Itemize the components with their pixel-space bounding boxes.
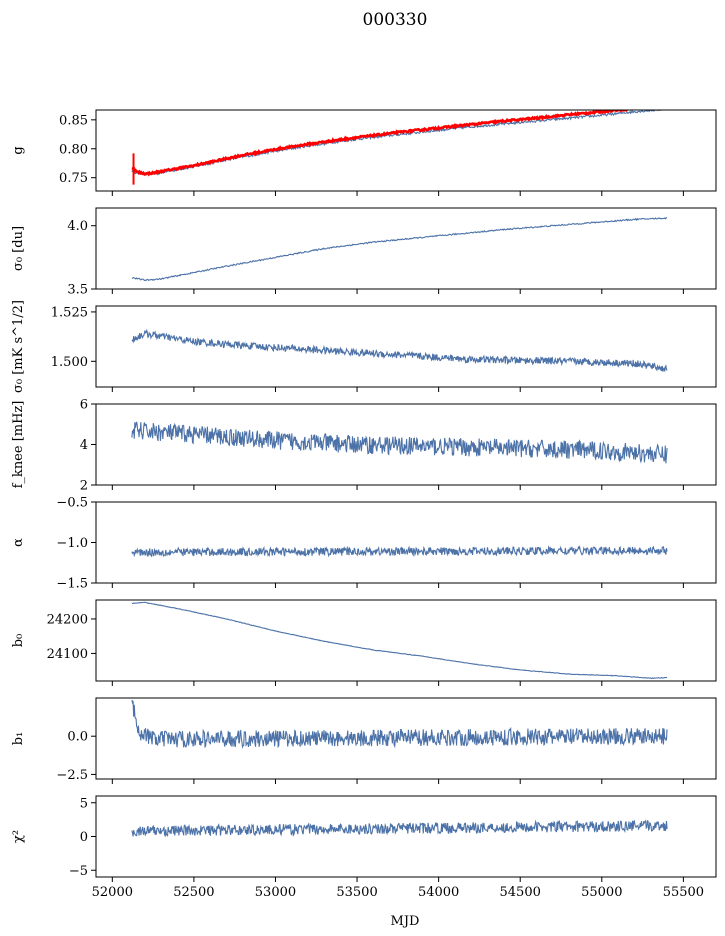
y-axis-label-b0: b₀ — [11, 634, 26, 648]
y-tick-label: 24100 — [47, 647, 88, 662]
x-tick-label: 52000 — [92, 885, 133, 900]
y-tick-label: 3.5 — [67, 283, 88, 298]
panel-b1: −2.5 0.0 b₁ — [11, 697, 717, 784]
y-tick-label: 1.525 — [51, 305, 88, 320]
y-tick-label: −1.0 — [56, 536, 88, 551]
y-axis-label-sigma0_nep: σ₀ [mK s^1/2] — [11, 300, 26, 393]
y-tick-label: 2 — [80, 479, 88, 494]
y-axis-label-chi2: χ² — [11, 830, 26, 843]
series-alpha — [131, 544, 668, 558]
panel-fknee: 2 4 6 f_knee [mHz] — [11, 398, 717, 494]
y-axis-label-sigma0: σ₀ [du] — [11, 226, 26, 271]
y-tick-label: 4.0 — [67, 219, 88, 234]
y-tick-label: 5 — [80, 796, 88, 811]
y-tick-label: −0.5 — [56, 496, 88, 511]
x-tick-label: 55500 — [663, 885, 704, 900]
panel-frame — [95, 207, 717, 290]
y-tick-label: −1.5 — [56, 577, 88, 592]
y-tick-label: 0.85 — [59, 113, 88, 128]
y-tick-label: 6 — [80, 398, 88, 413]
panel-alpha: −1.5 −1.0 −0.5 α — [11, 496, 717, 592]
x-tick-label: 52500 — [173, 885, 214, 900]
panel-b0: 24100 24200 b₀ — [11, 599, 717, 686]
y-axis-label-alpha: α — [11, 538, 26, 547]
series-b0 — [131, 601, 668, 680]
y-axis-label-b1: b₁ — [11, 732, 26, 746]
figure-title: 000330 — [363, 10, 428, 30]
y-tick-label: −2.5 — [56, 768, 88, 783]
x-tick-label: 54000 — [418, 885, 459, 900]
y-axis-label-g: g — [11, 146, 26, 154]
panel-frame — [95, 501, 717, 584]
x-tick-label: 55000 — [581, 885, 622, 900]
series-b1 — [131, 699, 668, 749]
panel-frame — [95, 795, 717, 878]
series-g — [131, 110, 667, 177]
series-sigma0 — [131, 217, 668, 282]
x-tick-label: 53000 — [255, 885, 296, 900]
panel-chi2: −5 0 5 52000 52500 53000 53500 54000 54500 55000 5… — [11, 795, 717, 900]
panel-frame — [95, 599, 717, 682]
panel-g: 0.75 0.80 0.85 g — [11, 109, 717, 196]
panel-frame — [95, 305, 717, 388]
x-tick-label: 54500 — [500, 885, 541, 900]
panel-frame — [95, 109, 717, 192]
y-tick-label: 0 — [80, 830, 88, 845]
y-tick-label: 0.80 — [59, 142, 88, 157]
panels: 0.75 0.80 0.85 g 3.5 4.0 σ₀ [du] 1.500 1.525 σ₀ [… — [11, 109, 717, 900]
y-tick-label: 4 — [80, 438, 88, 453]
panel-frame — [95, 697, 717, 780]
series-fknee — [131, 421, 668, 464]
x-tick-label: 53500 — [336, 885, 377, 900]
y-tick-label: 0.75 — [59, 171, 88, 186]
series-fit — [131, 110, 639, 177]
y-tick-label: 24200 — [47, 612, 88, 627]
y-tick-label: 1.500 — [51, 355, 88, 370]
series-sigma0_nep — [131, 328, 668, 372]
y-axis-label-fknee: f_knee [mHz] — [11, 401, 26, 489]
panel-sigma0: 3.5 4.0 σ₀ [du] — [11, 207, 717, 298]
y-tick-label: 0.0 — [67, 730, 88, 745]
x-axis-label: MJD — [391, 914, 420, 929]
y-tick-label: −5 — [69, 864, 88, 879]
series-chi2 — [131, 819, 668, 838]
panel-sigma0_nep: 1.500 1.525 σ₀ [mK s^1/2] — [11, 300, 717, 393]
